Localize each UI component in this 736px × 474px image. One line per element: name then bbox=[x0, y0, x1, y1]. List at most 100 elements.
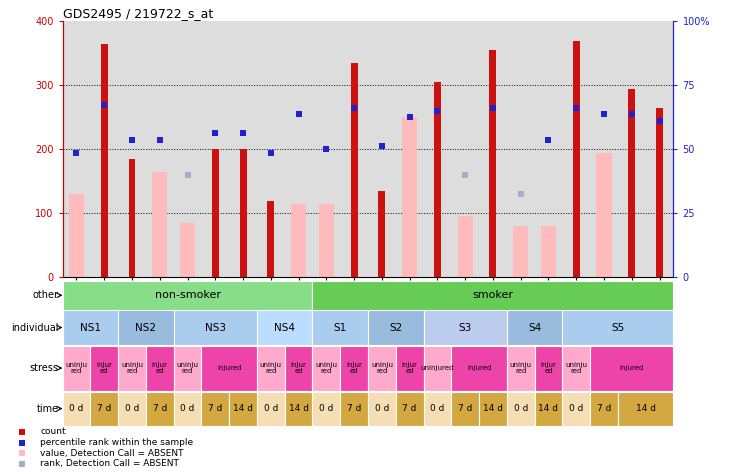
FancyBboxPatch shape bbox=[146, 346, 174, 391]
Text: uninju
red: uninju red bbox=[510, 362, 531, 374]
FancyBboxPatch shape bbox=[63, 310, 118, 345]
Bar bbox=[152, 172, 167, 277]
Bar bbox=[180, 223, 195, 277]
Text: S2: S2 bbox=[389, 322, 403, 333]
Bar bbox=[378, 191, 386, 277]
Text: 7 d: 7 d bbox=[208, 404, 222, 413]
Text: injured: injured bbox=[467, 365, 491, 371]
FancyBboxPatch shape bbox=[174, 310, 257, 345]
Text: 0 d: 0 d bbox=[125, 404, 139, 413]
Text: 14 d: 14 d bbox=[289, 404, 308, 413]
Bar bbox=[350, 63, 358, 277]
FancyBboxPatch shape bbox=[202, 346, 257, 391]
Text: NS4: NS4 bbox=[275, 322, 295, 333]
FancyBboxPatch shape bbox=[202, 392, 229, 426]
Text: rank, Detection Call = ABSENT: rank, Detection Call = ABSENT bbox=[40, 459, 180, 468]
FancyBboxPatch shape bbox=[229, 392, 257, 426]
Text: 7 d: 7 d bbox=[597, 404, 611, 413]
Text: count: count bbox=[40, 428, 66, 437]
Text: value, Detection Call = ABSENT: value, Detection Call = ABSENT bbox=[40, 449, 184, 458]
FancyBboxPatch shape bbox=[63, 281, 313, 310]
FancyBboxPatch shape bbox=[368, 346, 396, 391]
Text: injur
ed: injur ed bbox=[540, 362, 556, 374]
Bar bbox=[101, 44, 107, 277]
FancyBboxPatch shape bbox=[313, 310, 368, 345]
Bar bbox=[513, 226, 528, 277]
FancyBboxPatch shape bbox=[118, 310, 174, 345]
FancyBboxPatch shape bbox=[313, 392, 340, 426]
Bar bbox=[240, 149, 247, 277]
Text: S4: S4 bbox=[528, 322, 541, 333]
Text: 14 d: 14 d bbox=[636, 404, 656, 413]
Text: 0 d: 0 d bbox=[375, 404, 389, 413]
Text: injur
ed: injur ed bbox=[291, 362, 306, 374]
Text: NS1: NS1 bbox=[79, 322, 101, 333]
Text: NS2: NS2 bbox=[135, 322, 156, 333]
Text: individual: individual bbox=[11, 322, 59, 333]
FancyBboxPatch shape bbox=[313, 346, 340, 391]
Bar bbox=[656, 108, 663, 277]
FancyBboxPatch shape bbox=[368, 392, 396, 426]
FancyBboxPatch shape bbox=[313, 281, 673, 310]
FancyBboxPatch shape bbox=[340, 392, 368, 426]
Text: time: time bbox=[37, 403, 59, 414]
FancyBboxPatch shape bbox=[118, 346, 146, 391]
FancyBboxPatch shape bbox=[423, 392, 451, 426]
Text: 7 d: 7 d bbox=[152, 404, 167, 413]
Text: 0 d: 0 d bbox=[263, 404, 278, 413]
Text: S1: S1 bbox=[333, 322, 347, 333]
FancyBboxPatch shape bbox=[174, 392, 202, 426]
FancyBboxPatch shape bbox=[285, 346, 313, 391]
Text: uninjured: uninjured bbox=[421, 365, 454, 371]
FancyBboxPatch shape bbox=[590, 392, 618, 426]
Text: uninju
red: uninju red bbox=[565, 362, 587, 374]
Text: 7 d: 7 d bbox=[458, 404, 473, 413]
Text: uninju
red: uninju red bbox=[371, 362, 393, 374]
FancyBboxPatch shape bbox=[618, 392, 673, 426]
Text: percentile rank within the sample: percentile rank within the sample bbox=[40, 438, 194, 447]
Text: injur
ed: injur ed bbox=[402, 362, 417, 374]
Text: 14 d: 14 d bbox=[233, 404, 253, 413]
FancyBboxPatch shape bbox=[562, 346, 590, 391]
Text: injured: injured bbox=[620, 365, 644, 371]
Text: uninju
red: uninju red bbox=[260, 362, 282, 374]
FancyBboxPatch shape bbox=[507, 310, 562, 345]
FancyBboxPatch shape bbox=[423, 310, 507, 345]
Text: smoker: smoker bbox=[473, 290, 514, 301]
FancyBboxPatch shape bbox=[146, 392, 174, 426]
Text: uninju
red: uninju red bbox=[315, 362, 337, 374]
Text: injur
ed: injur ed bbox=[96, 362, 112, 374]
Text: NS3: NS3 bbox=[205, 322, 226, 333]
Bar bbox=[596, 153, 612, 277]
Text: non-smoker: non-smoker bbox=[155, 290, 221, 301]
Text: 0 d: 0 d bbox=[69, 404, 84, 413]
Text: uninju
red: uninju red bbox=[177, 362, 199, 374]
Text: 0 d: 0 d bbox=[569, 404, 584, 413]
Text: 14 d: 14 d bbox=[483, 404, 503, 413]
Bar bbox=[291, 204, 306, 277]
FancyBboxPatch shape bbox=[174, 346, 202, 391]
Bar bbox=[434, 82, 441, 277]
FancyBboxPatch shape bbox=[396, 392, 423, 426]
Bar bbox=[629, 89, 635, 277]
FancyBboxPatch shape bbox=[562, 392, 590, 426]
FancyBboxPatch shape bbox=[63, 392, 91, 426]
Bar bbox=[541, 226, 556, 277]
Text: injur
ed: injur ed bbox=[346, 362, 362, 374]
FancyBboxPatch shape bbox=[423, 346, 451, 391]
Text: other: other bbox=[33, 290, 59, 301]
Text: injured: injured bbox=[217, 365, 241, 371]
Text: GDS2495 / 219722_s_at: GDS2495 / 219722_s_at bbox=[63, 7, 213, 20]
FancyBboxPatch shape bbox=[340, 346, 368, 391]
FancyBboxPatch shape bbox=[91, 346, 118, 391]
Text: 0 d: 0 d bbox=[431, 404, 445, 413]
Text: 7 d: 7 d bbox=[403, 404, 417, 413]
Text: 0 d: 0 d bbox=[319, 404, 333, 413]
FancyBboxPatch shape bbox=[451, 392, 479, 426]
FancyBboxPatch shape bbox=[118, 392, 146, 426]
FancyBboxPatch shape bbox=[396, 346, 423, 391]
Bar bbox=[489, 50, 496, 277]
Bar bbox=[319, 204, 334, 277]
FancyBboxPatch shape bbox=[479, 392, 507, 426]
Bar bbox=[267, 201, 275, 277]
